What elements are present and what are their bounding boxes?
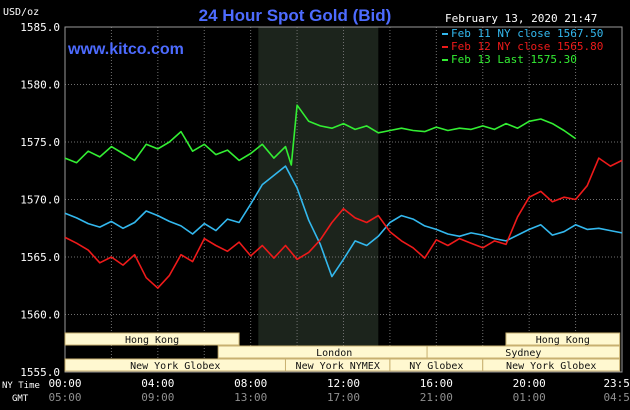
market-box-label: New York Globex — [130, 361, 220, 372]
series-line-1 — [64, 165, 623, 278]
gmt-label: GMT — [12, 394, 29, 404]
y-tick-label: 1580.0 — [20, 79, 60, 92]
series-lines — [64, 104, 623, 289]
x-tick-gmt: 17:00 — [327, 391, 360, 404]
legend-swatch — [442, 33, 448, 35]
y-tick-label: 1565.0 — [20, 251, 60, 264]
x-tick-ny: 23:59 — [603, 377, 630, 390]
x-tick-gmt: 09:00 — [141, 391, 174, 404]
chart-title: 24 Hour Spot Gold (Bid) — [199, 6, 392, 25]
unit-label: USD/oz — [3, 7, 39, 18]
x-tick-ny: 12:00 — [327, 377, 360, 390]
market-box-label: New York Globex — [506, 361, 596, 372]
market-box-label: NY Globex — [409, 361, 463, 372]
legend-swatch — [442, 46, 448, 48]
market-box-label: New York NYMEX — [296, 361, 380, 372]
market-box-rect — [426, 345, 621, 359]
x-tick-ny: 04:00 — [141, 377, 174, 390]
x-tick-ny: 00:00 — [48, 377, 81, 390]
legend-entry: Feb 13 Last 1575.30 — [451, 53, 577, 66]
market-box: Sydney — [426, 345, 621, 359]
y-tick-label: 1560.0 — [20, 309, 60, 322]
x-tick-ny: 08:00 — [234, 377, 267, 390]
x-tick-labels: 00:00 04:00 08:00 12:00 16:00 20:00 23:59 05:00… — [48, 377, 630, 404]
market-boxes: Hong Kong Hong Kong London Sydney New York G… — [64, 332, 621, 372]
x-tick-gmt: 04:59 — [603, 391, 630, 404]
market-box: New York NYMEX — [284, 358, 391, 372]
y-tick-labels: 1585.0 1580.0 1575.0 1570.0 1565.0 1560.0 1555… — [20, 21, 60, 379]
y-tick-label: 1585.0 — [20, 21, 60, 34]
y-tick-label: 1570.0 — [20, 194, 60, 207]
x-tick-ny: 20:00 — [513, 377, 546, 390]
market-box-rect — [482, 358, 621, 372]
market-box: Hong Kong — [64, 332, 240, 346]
legend-swatch — [442, 59, 448, 61]
grid — [64, 26, 623, 373]
series-line-2 — [64, 157, 623, 289]
y-tick-label: 1555.0 — [20, 366, 60, 379]
x-tick-gmt: 05:00 — [48, 391, 81, 404]
y-tick-label: 1575.0 — [20, 136, 60, 149]
series-line-3 — [64, 104, 577, 166]
market-box-rect — [505, 332, 621, 346]
market-box-label: Hong Kong — [125, 335, 179, 346]
plot-frame — [64, 26, 623, 373]
market-box: New York Globex — [64, 358, 286, 372]
legend-entry: Feb 11 NY close 1567.50 — [451, 27, 603, 40]
market-box: London — [217, 345, 451, 359]
datetime: February 13, 2020 21:47 — [445, 12, 597, 25]
market-box-label: Hong Kong — [536, 335, 590, 346]
x-tick-gmt: 21:00 — [420, 391, 453, 404]
market-box-label: London — [316, 348, 352, 359]
watermark: www.kitco.com — [67, 41, 184, 58]
ny-session-shade — [258, 27, 379, 372]
x-tick-gmt: 13:00 — [234, 391, 267, 404]
x-tick-ny: 16:00 — [420, 377, 453, 390]
market-box: New York Globex — [482, 358, 621, 372]
market-box: Hong Kong — [505, 332, 621, 346]
legend-entry: Feb 12 NY close 1565.80 — [451, 40, 603, 53]
market-box-label: Sydney — [505, 348, 541, 359]
market-box-rect — [64, 332, 240, 346]
ny-time-label: NY Time — [2, 381, 40, 391]
x-tick-gmt: 01:00 — [513, 391, 546, 404]
market-box: NY Globex — [389, 358, 484, 372]
